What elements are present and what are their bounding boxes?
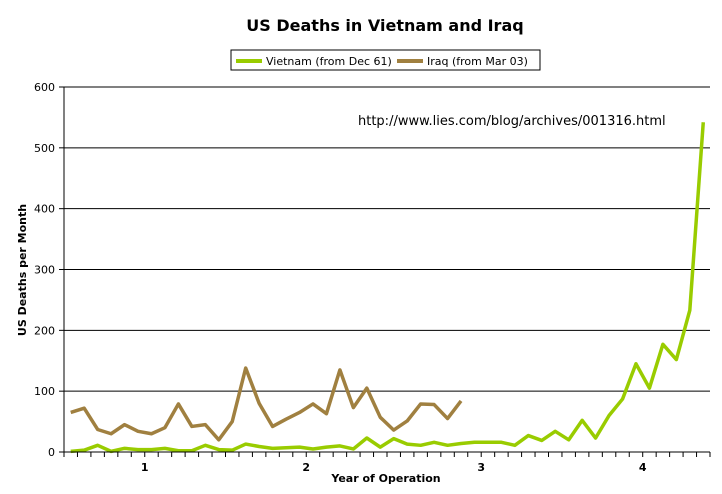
legend-box xyxy=(230,49,541,71)
gridlines xyxy=(64,86,710,392)
x-tick-label-2: 2 xyxy=(302,461,310,474)
y-tick-label-300: 300 xyxy=(34,264,55,277)
y-tick-label-100: 100 xyxy=(34,385,55,398)
x-axis-title: Year of Operation xyxy=(330,472,440,485)
series-line-vietnam xyxy=(70,122,706,454)
legend: Vietnam (from Dec 61) Iraq (from Mar 03) xyxy=(230,49,541,71)
y-axis-ticks: 0 100 200 300 400 500 600 xyxy=(34,81,64,459)
y-tick-label-600: 600 xyxy=(34,81,55,94)
x-tick-label-4: 4 xyxy=(639,461,647,474)
legend-label-iraq: Iraq (from Mar 03) xyxy=(427,55,528,68)
y-axis-title: US Deaths per Month xyxy=(16,204,29,336)
y-tick-label-400: 400 xyxy=(34,203,55,216)
series-layer xyxy=(70,122,706,454)
x-tick-label-1: 1 xyxy=(141,461,149,474)
source-annotation: http://www.lies.com/blog/archives/001316… xyxy=(358,114,666,129)
series-line-iraq xyxy=(70,366,463,442)
y-tick-label-200: 200 xyxy=(34,324,55,337)
y-tick-label-500: 500 xyxy=(34,142,55,155)
y-tick-label-0: 0 xyxy=(48,446,55,459)
legend-label-vietnam: Vietnam (from Dec 61) xyxy=(266,55,392,68)
chart-title: US Deaths in Vietnam and Iraq xyxy=(246,16,523,35)
x-axis-ticks: 1 2 3 4 xyxy=(63,452,711,474)
x-tick-label-3: 3 xyxy=(477,461,485,474)
